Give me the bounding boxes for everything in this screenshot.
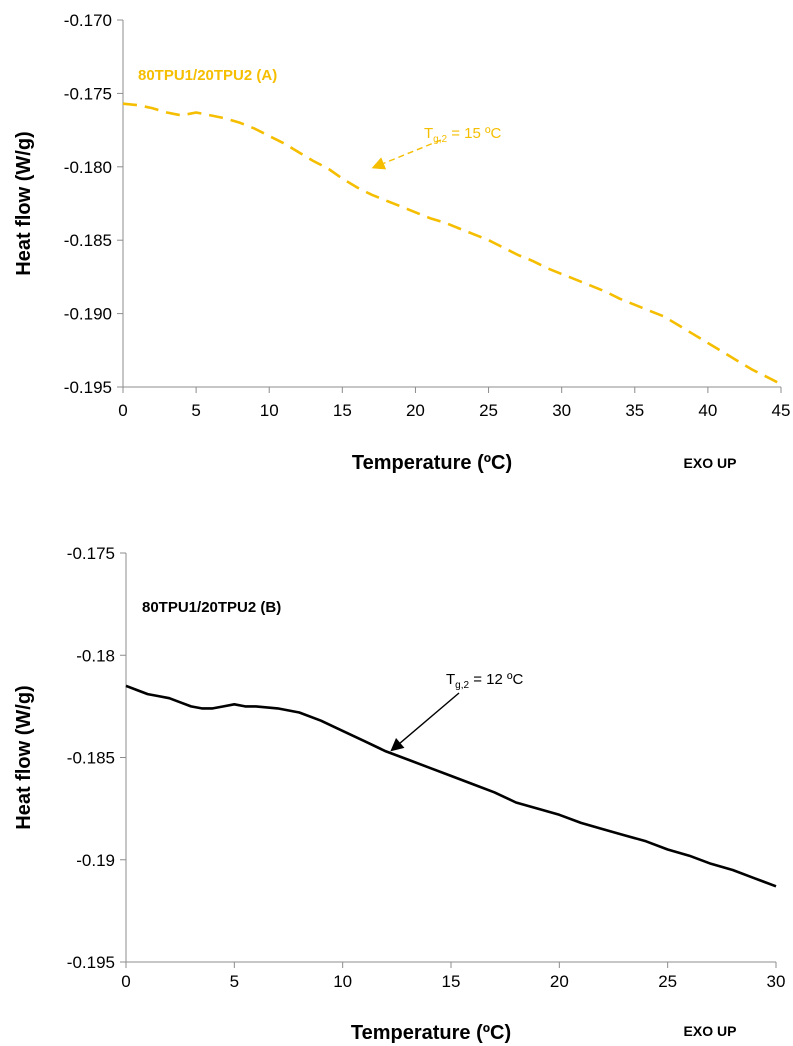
a-x-tick-label: 20 [406,401,425,420]
b-y-tick-label: -0.185 [67,749,115,768]
b-exo-up-note: EXO UP [684,1023,737,1039]
b-series-line [125,684,777,888]
b-annotation-arrowhead [390,737,405,752]
a-y-tick-label: -0.170 [64,11,112,30]
a-x-tick-label: 30 [552,401,571,420]
b-annotation-label-main: T [446,671,455,688]
b-annotation-label-subscript: g,2 [455,680,469,691]
a-y-tick-label: -0.190 [64,305,112,324]
a-y-tick-label: -0.175 [64,84,112,103]
b-x-tick-label: 10 [333,972,352,991]
b-y-tick-label: -0.18 [76,646,115,665]
a-series-line [122,102,782,386]
b-y-tick-label: -0.19 [76,851,115,870]
b-x-tick-label: 5 [230,972,239,991]
b-x-tick-label: 25 [658,972,677,991]
a-annotation-arrow-line [383,139,442,165]
a-annotation-label: Tg,2 = 15 ºC [424,125,502,145]
b-x-tick-label: 30 [767,972,786,991]
b-x-tick-label: 0 [121,972,130,991]
a-y-tick-label: -0.195 [64,378,112,397]
a-annotation-label-main: T [424,125,433,142]
b-x-axis-title: Temperature (ºC) [351,1022,511,1044]
b-y-tick-label: -0.175 [67,544,115,563]
b-x-tick-label: 15 [442,972,461,991]
a-panel-label: 80TPU1/20TPU2 (A) [138,67,277,84]
b-annotation-label: Tg,2 = 12 ºC [446,671,524,691]
a-x-tick-label: 15 [333,401,352,420]
a-x-tick-label: 45 [772,401,791,420]
b-y-axis-title: Heat flow (W/g) [13,685,35,829]
a-annotation-label-value: = 15 ºC [447,125,501,142]
a-x-tick-label: 35 [625,401,644,420]
a-y-axis-title: Heat flow (W/g) [13,131,35,275]
a-x-axis-title: Temperature (ºC) [352,452,512,474]
a-annotation-label-subscript: g,2 [433,134,447,145]
b-annotation-arrow-line [399,692,460,744]
a-x-tick-label: 40 [698,401,717,420]
a-x-tick-label: 0 [118,401,127,420]
b-x-tick-label: 20 [550,972,569,991]
a-x-tick-label: 25 [479,401,498,420]
a-x-tick-label: 5 [191,401,200,420]
a-x-tick-label: 10 [260,401,279,420]
b-annotation-label-value: = 12 ºC [469,671,523,688]
chart-b: -0.175 -0.18 -0.185 -0.19 -0.195 0 5 10 15 20 25 30… [13,544,785,1044]
a-exo-up-note: EXO UP [684,455,737,471]
a-y-tick-label: -0.185 [64,231,112,250]
a-y-tick-label: -0.180 [64,158,112,177]
chart-a: -0.170 -0.175 -0.180 -0.185 -0.190 -0.195 0 5 10… [13,11,790,474]
b-panel-label: 80TPU1/20TPU2 (B) [142,599,281,616]
a-annotation-arrowhead [371,157,387,170]
b-y-tick-label: -0.195 [67,953,115,972]
